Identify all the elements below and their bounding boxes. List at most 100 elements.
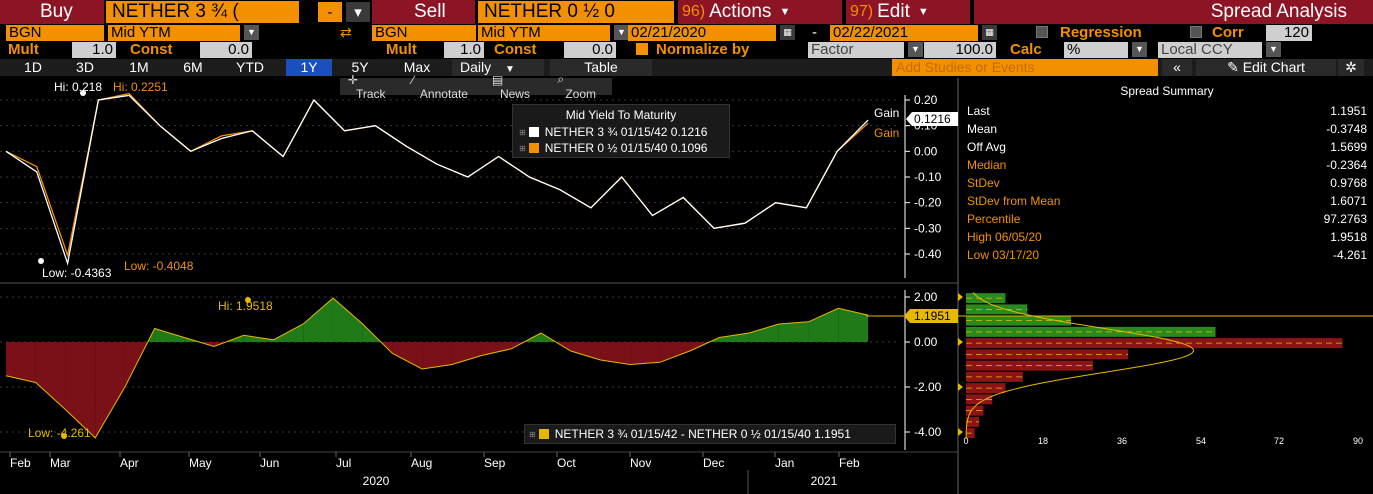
y-tick-label: -0.30 <box>914 221 942 235</box>
swap-icon[interactable]: ⇄ <box>340 24 352 41</box>
ccy-select[interactable]: Local CCY <box>1158 41 1262 58</box>
chevron-down-icon[interactable]: ▼ <box>614 25 629 40</box>
leg1-field-select[interactable]: Mid YTM <box>108 24 240 41</box>
summary-title: Spread Summary <box>1120 84 1214 98</box>
summary-value: 1.6071 <box>1330 194 1367 208</box>
summary-key: Last <box>967 104 990 118</box>
positive-area <box>184 337 200 342</box>
news-label: News <box>499 86 530 101</box>
histogram-bar <box>966 293 1006 304</box>
end-date-input[interactable]: 02/22/2021 <box>830 24 978 41</box>
y-tick-label: -0.20 <box>914 196 942 210</box>
summary-key: High 06/05/20 <box>967 230 1042 244</box>
chevron-down-icon[interactable]: ▼ <box>1266 42 1281 57</box>
leg2-source-field[interactable]: BGN <box>372 24 476 41</box>
tab-max[interactable]: Max <box>403 59 431 75</box>
edit-number: 97) <box>850 3 874 20</box>
tab-5y[interactable]: 5Y <box>351 59 369 75</box>
summary-row: Median -0.2364 <box>962 156 1372 174</box>
chevron-down-icon[interactable]: ▼ <box>908 42 923 57</box>
edit-menu[interactable]: 97) Edit ▼ <box>846 0 970 24</box>
corr-checkbox[interactable] <box>1190 26 1202 38</box>
date-separator: - <box>812 24 817 41</box>
frequency-select[interactable]: Daily ▼ <box>452 59 544 76</box>
buy-side-button[interactable]: - <box>318 2 342 22</box>
buy-dropdown-icon[interactable]: ▾ <box>346 2 370 22</box>
annotate-tool[interactable]: ∕ Annotate <box>411 72 468 101</box>
y-tick-label: 0.10 <box>914 119 938 133</box>
tab-3d[interactable]: 3D <box>76 59 94 75</box>
negative-area <box>555 342 571 351</box>
negative-area <box>214 342 226 347</box>
corr-input[interactable]: 120 <box>1266 24 1312 41</box>
regression-checkbox[interactable] <box>1036 26 1048 38</box>
y-tick-label: 0.20 <box>914 93 938 107</box>
actions-menu[interactable]: 96) Actions ▼ <box>678 0 842 24</box>
summary-row: Percentile 97.2763 <box>962 210 1372 228</box>
lower-y-ticks: 2.00 0.00 -2.00 -4.00 <box>905 290 963 439</box>
edit-chart-button[interactable]: ✎ Edit Chart <box>1196 59 1336 76</box>
summary-value: -4.261 <box>1332 248 1367 262</box>
negative-area <box>689 342 710 351</box>
gear-icon[interactable]: ✲ <box>1338 59 1364 76</box>
collapse-icon[interactable]: « <box>1162 59 1192 76</box>
hist-tick-label: 72 <box>1274 436 1284 446</box>
upper-y-ticks: 0.20 0.10 0.00 -0.10 -0.20 -0.30 -0.40 <box>905 93 942 261</box>
expand-icon[interactable]: ⊞ <box>519 143 526 153</box>
tab-6m[interactable]: 6M <box>183 59 203 75</box>
normal-curve <box>965 292 1195 439</box>
arrow-icon <box>958 383 963 391</box>
positive-area <box>524 333 542 342</box>
positive-area <box>541 333 556 342</box>
y-tick-label: -0.10 <box>914 170 942 184</box>
annotate-label: Annotate <box>419 86 468 101</box>
negative-area <box>392 342 423 369</box>
factor-input[interactable]: 100.0 <box>924 41 996 58</box>
tab-ytd[interactable]: YTD <box>236 59 264 75</box>
positive-area <box>709 337 720 342</box>
y-tick-label: -4.00 <box>914 425 942 439</box>
hi-marker <box>245 297 251 303</box>
chevron-down-icon[interactable]: ▼ <box>1132 42 1147 57</box>
histogram-bar <box>966 304 1028 315</box>
zoom-tool[interactable]: ⌕ Zoom <box>557 72 596 101</box>
leg1-mult-input[interactable]: 1.0 <box>72 41 116 58</box>
calendar-icon[interactable]: ▦ <box>982 25 997 40</box>
table-button[interactable]: Table <box>550 59 652 76</box>
period-toolbar: 1D 3D 1M 6M YTD 1Y 5Y Max Daily ▼ Table … <box>0 59 1373 76</box>
tab-1d[interactable]: 1D <box>24 59 42 75</box>
lower-grid <box>0 296 900 433</box>
summary-value: 1.5699 <box>1330 140 1367 154</box>
calendar-icon[interactable]: ▦ <box>780 25 795 40</box>
expand-icon[interactable]: ⊞ <box>519 127 526 137</box>
summary-key: Off Avg <box>967 140 1006 154</box>
expand-icon[interactable]: ⊞ <box>529 429 536 439</box>
leg1-const-input[interactable]: 0.0 <box>200 41 252 58</box>
track-tool[interactable]: ✛ Track <box>348 72 386 101</box>
pencil-icon: ✎ <box>1227 59 1239 75</box>
hist-tick-label: 36 <box>1117 436 1127 446</box>
add-studies-input[interactable]: Add Studies or Events <box>892 59 1158 76</box>
legend-row: ⊞ NETHER 0 ½ 01/15/40 0.1096 <box>513 140 729 156</box>
histogram-bar <box>966 416 980 427</box>
sell-security-input[interactable]: NETHER 0 ½ 0 <box>478 1 674 23</box>
normalize-checkbox[interactable] <box>636 43 648 55</box>
leg2-field-select[interactable]: Mid YTM <box>478 24 610 41</box>
calc-select[interactable]: % <box>1064 41 1128 58</box>
normalize-select[interactable]: Factor <box>808 41 904 58</box>
leg2-const-input[interactable]: 0.0 <box>564 41 616 58</box>
positive-area <box>332 298 363 342</box>
summary-value: -0.2364 <box>1326 158 1367 172</box>
leg1-source-field[interactable]: BGN <box>6 24 104 41</box>
low-marker <box>38 258 44 264</box>
buy-security-input[interactable]: NETHER 3 ¾ ( <box>106 1 299 23</box>
tab-1y[interactable]: 1Y <box>286 59 332 76</box>
start-date-input[interactable]: 02/21/2020 <box>628 24 776 41</box>
news-tool[interactable]: ▤ News <box>491 72 530 101</box>
arrow-icon <box>958 338 963 346</box>
leg2-mult-input[interactable]: 1.0 <box>444 41 484 58</box>
chevron-down-icon[interactable]: ▼ <box>244 25 259 40</box>
legend-value: 0.1216 <box>670 125 708 139</box>
positive-area <box>273 324 304 342</box>
tab-1m[interactable]: 1M <box>129 59 149 75</box>
